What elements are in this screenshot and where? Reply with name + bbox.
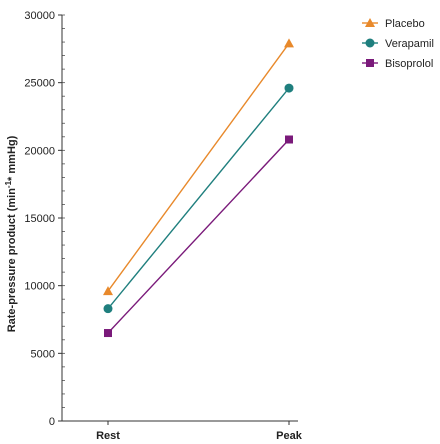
series-line bbox=[107, 139, 290, 334]
legend-marker bbox=[366, 59, 374, 67]
y-tick-label: 20000 bbox=[24, 145, 55, 157]
y-axis-title: Rate-pressure product (min-1* mmHg) bbox=[4, 135, 19, 332]
y-tick-label: 25000 bbox=[24, 78, 55, 90]
series-placebo bbox=[103, 38, 294, 296]
series-verapamil bbox=[103, 83, 294, 314]
y-axis: 0 5000 10000 15000 20000 25000 30000 bbox=[24, 10, 63, 428]
legend-label: Verapamil bbox=[385, 38, 434, 50]
y-tick-label: 10000 bbox=[24, 281, 55, 293]
series-line bbox=[107, 87, 290, 310]
data-point bbox=[284, 38, 294, 48]
y-tick-label: 30000 bbox=[24, 10, 55, 22]
legend-item-placebo: Placebo bbox=[362, 18, 425, 30]
data-point bbox=[103, 304, 113, 314]
legend-marker bbox=[365, 38, 375, 48]
series-layer bbox=[103, 38, 294, 338]
data-point bbox=[104, 329, 112, 338]
legend-marker bbox=[365, 18, 375, 27]
y-tick-label: 5000 bbox=[31, 348, 55, 360]
data-point bbox=[285, 135, 293, 144]
legend-label: Bisoprolol bbox=[385, 58, 433, 70]
data-point bbox=[284, 83, 294, 93]
x-axis: Rest Peak bbox=[62, 420, 303, 442]
series-bisoprolol bbox=[104, 135, 293, 338]
legend-label: Placebo bbox=[385, 18, 425, 30]
y-tick-label: 0 bbox=[49, 416, 55, 428]
y-tick-label: 15000 bbox=[24, 213, 55, 225]
legend: Placebo Verapamil Bisoprolol bbox=[362, 18, 434, 70]
series-line bbox=[107, 43, 290, 292]
legend-item-bisoprolol: Bisoprolol bbox=[362, 58, 433, 70]
x-tick-label: Rest bbox=[96, 430, 120, 442]
x-tick-label: Peak bbox=[276, 430, 303, 442]
data-point bbox=[103, 286, 113, 296]
legend-item-verapamil: Verapamil bbox=[362, 38, 434, 50]
